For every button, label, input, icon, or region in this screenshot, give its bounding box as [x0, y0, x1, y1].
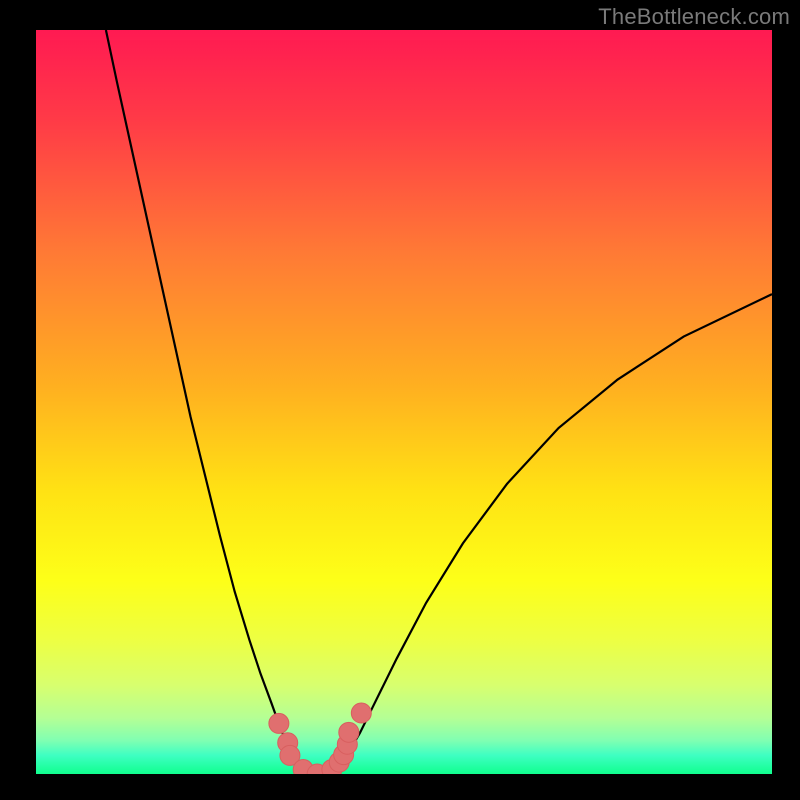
marker-point	[351, 703, 371, 723]
chart-background	[36, 30, 772, 774]
marker-point	[269, 713, 289, 733]
chart-plot-area	[36, 30, 772, 774]
watermark-text: TheBottleneck.com	[598, 4, 790, 30]
marker-point	[339, 722, 359, 742]
chart-svg	[36, 30, 772, 774]
